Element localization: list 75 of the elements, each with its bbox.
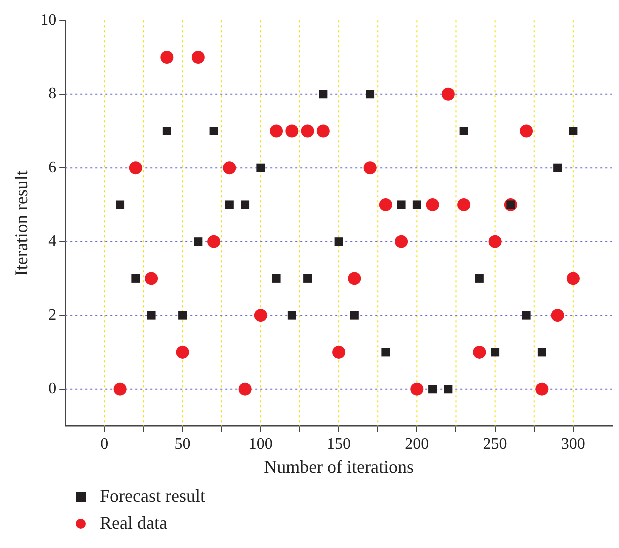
legend-label: Forecast result	[100, 486, 206, 507]
point	[332, 346, 346, 359]
x-tick-label: 100	[248, 436, 273, 454]
point	[426, 198, 440, 212]
point	[350, 311, 359, 320]
y-tick-label: 6	[48, 159, 57, 176]
point	[223, 162, 236, 175]
point	[538, 348, 546, 357]
point	[225, 200, 234, 210]
point	[319, 90, 328, 99]
y-tick-label: 2	[48, 306, 57, 324]
point	[178, 311, 188, 320]
point	[241, 200, 250, 210]
legend-label: Real data	[100, 513, 168, 534]
x-tick-label: 0	[100, 436, 109, 454]
x-axis-title: Number of iterations	[264, 456, 414, 477]
y-tick-label: 0	[48, 380, 57, 398]
y-axis-title: Iteration result	[12, 170, 32, 276]
y-tick-label: 4	[48, 233, 57, 250]
y-tick-label: 10	[40, 12, 57, 29]
point	[366, 90, 375, 99]
point	[238, 382, 252, 396]
point	[192, 50, 205, 64]
point	[444, 385, 453, 394]
x-tick-label: 150	[327, 436, 352, 454]
point	[536, 382, 549, 396]
point	[458, 198, 471, 212]
point	[522, 311, 531, 320]
point	[382, 348, 390, 357]
point	[129, 162, 142, 175]
point	[395, 235, 408, 248]
point	[412, 200, 422, 210]
x-tick-label: 200	[405, 436, 430, 454]
point	[145, 272, 158, 286]
point	[160, 50, 174, 64]
point	[254, 309, 268, 322]
point	[256, 164, 266, 172]
point	[304, 274, 312, 283]
point	[210, 126, 218, 136]
point	[473, 346, 486, 359]
y-tick-label: 8	[48, 86, 57, 103]
point	[272, 274, 281, 283]
point	[410, 382, 424, 396]
point	[379, 198, 392, 212]
point	[364, 162, 377, 175]
point	[442, 88, 455, 101]
point	[114, 382, 127, 396]
point	[554, 164, 562, 172]
x-tick-label: 300	[561, 436, 586, 454]
point	[147, 311, 156, 320]
point	[116, 200, 125, 210]
point	[520, 124, 534, 138]
point	[566, 272, 580, 286]
point	[475, 274, 484, 283]
point	[569, 126, 578, 136]
point	[270, 124, 284, 138]
point	[301, 124, 314, 138]
x-tick-label: 250	[483, 436, 508, 454]
point	[397, 200, 406, 210]
point	[316, 124, 330, 138]
x-tick-label: 50	[174, 436, 191, 454]
point	[132, 274, 140, 283]
point	[334, 238, 344, 246]
point	[551, 309, 564, 322]
point	[288, 311, 296, 320]
point	[348, 272, 362, 286]
point	[194, 238, 203, 246]
point	[491, 348, 500, 357]
point	[176, 346, 190, 359]
point	[488, 235, 502, 248]
point	[460, 126, 468, 136]
point	[428, 385, 438, 394]
point	[286, 124, 299, 138]
point	[162, 126, 172, 136]
point	[208, 235, 221, 248]
